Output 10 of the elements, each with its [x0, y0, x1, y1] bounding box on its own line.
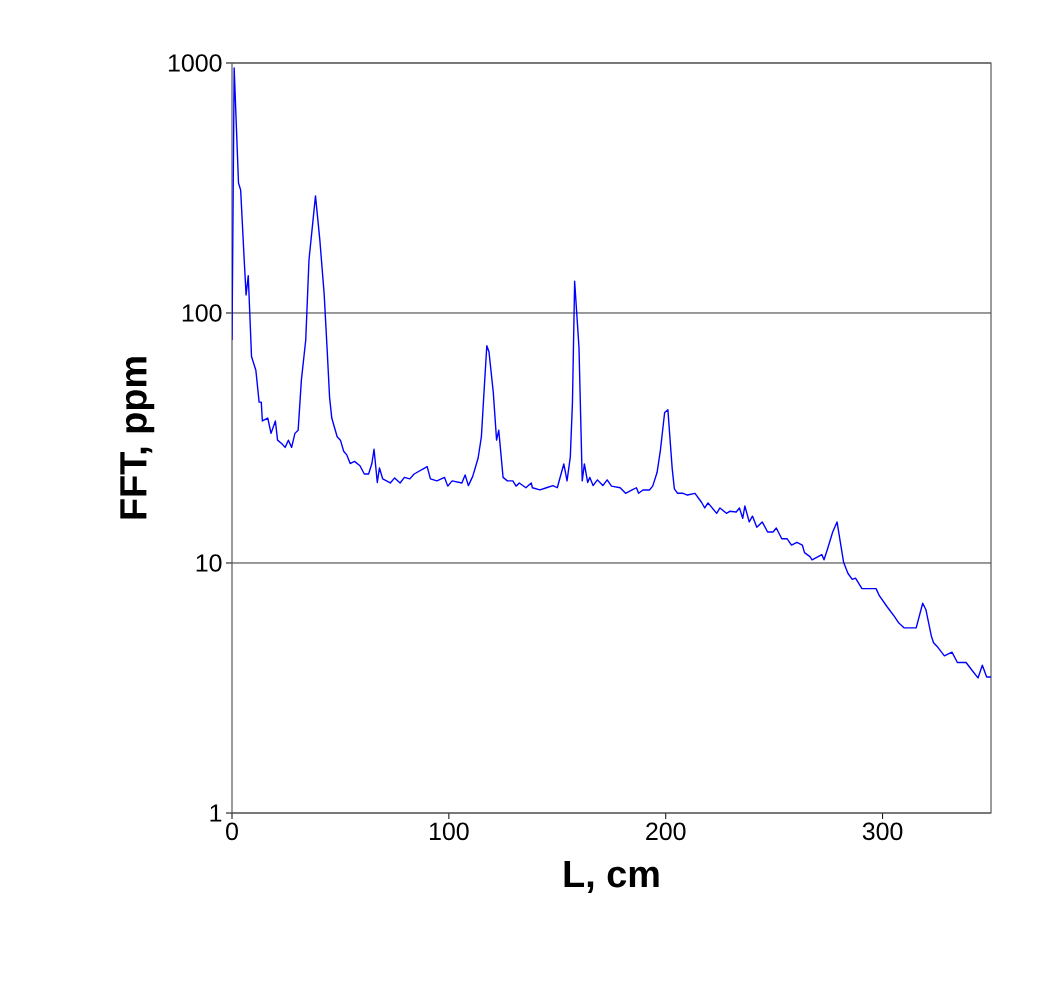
y-tick-label: 1 [210, 804, 222, 822]
x-tick-label: 100 [429, 822, 469, 841]
x-tick-label: 200 [646, 822, 686, 841]
y-tick-label: 100 [182, 304, 222, 322]
x-axis-title: L, cm [564, 860, 659, 893]
y-axis-title: FFT, ppm [120, 357, 155, 519]
y-tick-label: 10 [196, 554, 222, 572]
x-tick-label: 0 [226, 822, 238, 841]
x-tick-label: 300 [862, 822, 903, 841]
y-tick-label: 1000 [168, 54, 222, 72]
